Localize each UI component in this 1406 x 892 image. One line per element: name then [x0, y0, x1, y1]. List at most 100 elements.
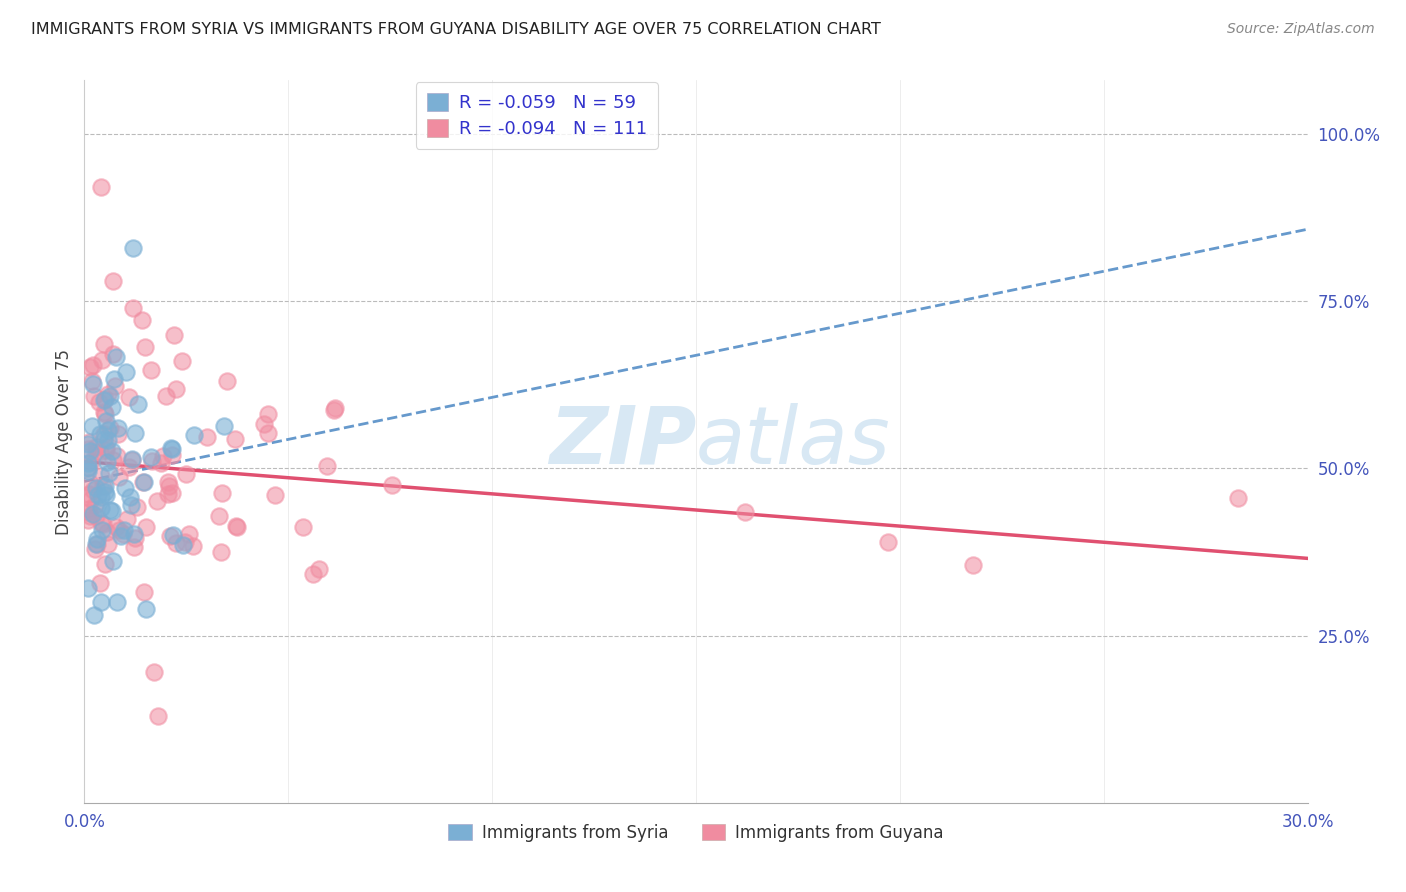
Point [77, 460, 100, 475]
Point [322, 403, 344, 417]
Point [84, 537, 107, 551]
Point [97, 387, 120, 401]
Point [94, 392, 117, 407]
Point [84, 445, 107, 459]
Legend: Immigrants from Syria, Immigrants from Guyana: Immigrants from Syria, Immigrants from G… [441, 817, 950, 848]
Point [155, 389, 177, 403]
Point [162, 528, 184, 542]
Point [160, 441, 183, 455]
Point [101, 554, 124, 568]
Point [124, 425, 146, 440]
Point [110, 529, 132, 543]
Point [134, 340, 156, 354]
Point [156, 487, 179, 501]
Text: IMMIGRANTS FROM SYRIA VS IMMIGRANTS FROM GUYANA DISABILITY AGE OVER 75 CORRELATI: IMMIGRANTS FROM SYRIA VS IMMIGRANTS FROM… [31, 22, 880, 37]
Point [195, 430, 218, 444]
Point [132, 585, 155, 599]
Point [264, 488, 287, 502]
Point [308, 562, 330, 576]
Point [124, 531, 146, 545]
Point [93, 405, 115, 419]
Point [77, 513, 100, 527]
Point [90, 468, 112, 483]
Point [256, 407, 278, 421]
Point [94, 557, 117, 571]
Point [131, 475, 153, 489]
Point [79, 443, 101, 458]
Point [174, 534, 197, 549]
Point [93, 479, 115, 493]
Point [157, 479, 180, 493]
Point [165, 382, 187, 396]
Point [962, 558, 984, 573]
Point [90, 595, 112, 609]
Point [115, 511, 138, 525]
Point [89, 444, 111, 458]
Point [96, 414, 118, 428]
Point [156, 475, 179, 489]
Point [94, 485, 117, 500]
Point [98, 502, 121, 516]
Point [77, 459, 100, 474]
Point [876, 534, 898, 549]
Point [91, 352, 114, 367]
Point [82, 376, 104, 391]
Point [118, 490, 141, 504]
Point [118, 390, 141, 404]
Point [94, 440, 117, 454]
Point [82, 507, 104, 521]
Point [79, 359, 101, 374]
Point [121, 452, 143, 467]
Point [97, 537, 120, 551]
Point [118, 460, 141, 475]
Point [79, 508, 101, 523]
Point [131, 313, 153, 327]
Point [100, 503, 122, 517]
Point [172, 354, 194, 368]
Point [146, 708, 169, 723]
Point [93, 432, 115, 446]
Point [225, 520, 247, 534]
Point [160, 485, 183, 500]
Point [79, 475, 101, 490]
Point [98, 389, 121, 403]
Point [84, 542, 107, 557]
Point [90, 180, 112, 194]
Point [77, 436, 100, 450]
Point [120, 499, 142, 513]
Point [105, 450, 128, 464]
Point [135, 602, 157, 616]
Point [135, 520, 157, 534]
Point [734, 505, 756, 519]
Point [291, 519, 314, 533]
Point [381, 478, 404, 492]
Point [181, 539, 204, 553]
Point [100, 421, 122, 435]
Point [79, 492, 101, 507]
Point [101, 452, 124, 467]
Point [121, 453, 143, 467]
Text: ZIP: ZIP [548, 402, 696, 481]
Point [77, 582, 100, 596]
Point [77, 442, 100, 456]
Point [217, 374, 239, 388]
Point [122, 527, 145, 541]
Point [165, 536, 187, 550]
Point [83, 389, 105, 403]
Point [115, 365, 138, 379]
Point [139, 450, 162, 464]
Point [96, 423, 118, 437]
Point [96, 488, 118, 502]
Point [108, 469, 131, 483]
Text: atlas: atlas [696, 402, 891, 481]
Point [122, 301, 145, 315]
Point [315, 458, 337, 473]
Point [90, 490, 112, 504]
Point [84, 508, 107, 523]
Point [101, 347, 124, 361]
Point [77, 434, 100, 449]
Point [211, 486, 233, 500]
Point [83, 608, 105, 623]
Point [86, 537, 108, 551]
Point [150, 456, 173, 470]
